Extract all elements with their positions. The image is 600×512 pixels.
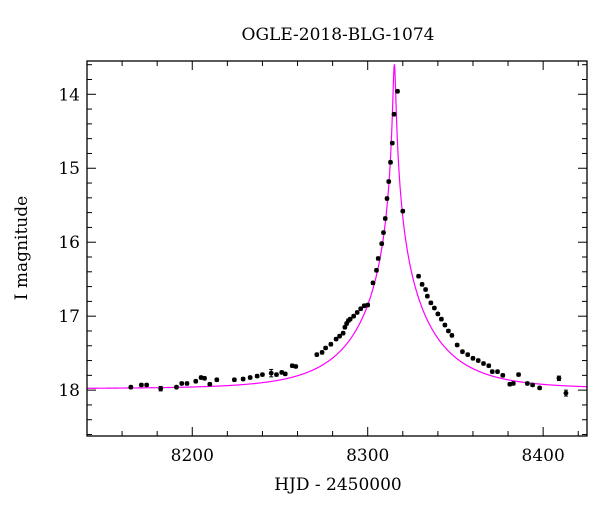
data-point bbox=[388, 159, 393, 165]
model-curve bbox=[87, 64, 588, 389]
data-point bbox=[293, 364, 299, 369]
data-point bbox=[454, 342, 460, 348]
y-axis-label: I magnitude bbox=[12, 196, 32, 300]
data-point bbox=[365, 302, 371, 308]
data-point bbox=[340, 330, 346, 336]
x-tick-label: 8300 bbox=[346, 446, 389, 466]
data-point bbox=[347, 316, 353, 322]
data-point bbox=[524, 381, 530, 386]
data-point bbox=[240, 376, 246, 382]
data-point bbox=[563, 389, 569, 397]
data-point bbox=[556, 375, 562, 382]
data-point bbox=[389, 140, 395, 146]
data-point bbox=[500, 372, 506, 378]
data-point bbox=[254, 373, 260, 379]
data-point bbox=[510, 381, 516, 386]
x-tick-label: 8400 bbox=[522, 446, 565, 466]
data-point bbox=[449, 333, 455, 338]
tick-labels-layer: 8200 8300 8400 14 15 16 17 18 bbox=[58, 85, 564, 466]
data-point bbox=[391, 111, 397, 117]
data-point bbox=[438, 316, 444, 322]
data-point bbox=[128, 384, 134, 390]
data-point bbox=[282, 371, 288, 377]
data-point bbox=[382, 216, 388, 221]
data-point bbox=[400, 208, 406, 214]
data-point bbox=[274, 372, 279, 378]
data-point bbox=[386, 179, 392, 184]
y-tick-label: 15 bbox=[58, 159, 80, 179]
data-point bbox=[470, 355, 476, 361]
axes-layer bbox=[86, 60, 588, 437]
data-point bbox=[174, 384, 179, 390]
plot-frame bbox=[86, 60, 588, 437]
data-point bbox=[342, 324, 348, 330]
data-point bbox=[537, 385, 543, 391]
data-point bbox=[231, 377, 237, 383]
ticks-layer bbox=[86, 61, 587, 436]
data-point bbox=[184, 381, 190, 386]
data-point bbox=[431, 305, 437, 311]
plot-area bbox=[87, 64, 588, 397]
data-point bbox=[138, 382, 144, 388]
data-point bbox=[328, 341, 334, 347]
data-point bbox=[475, 358, 481, 363]
data-point bbox=[374, 267, 379, 273]
y-tick-label: 17 bbox=[58, 307, 80, 327]
data-point bbox=[207, 381, 213, 387]
data-point bbox=[435, 311, 441, 317]
data-point bbox=[333, 336, 339, 342]
data-point bbox=[375, 256, 381, 261]
data-point bbox=[486, 363, 492, 369]
data-point bbox=[428, 300, 434, 306]
data-point bbox=[442, 322, 448, 328]
data-point bbox=[319, 350, 325, 355]
data-point bbox=[416, 273, 421, 279]
data-point bbox=[158, 385, 164, 392]
data-point bbox=[460, 349, 465, 355]
data-point bbox=[379, 241, 385, 247]
y-tick-label: 18 bbox=[58, 381, 80, 401]
model-curve-layer bbox=[87, 64, 588, 389]
data-point bbox=[516, 372, 521, 378]
data-point bbox=[424, 293, 430, 299]
data-point bbox=[358, 306, 364, 312]
data-point bbox=[495, 369, 500, 375]
data-point bbox=[530, 382, 536, 388]
y-tick-label: 16 bbox=[58, 233, 80, 253]
data-point bbox=[260, 372, 265, 378]
data-point bbox=[247, 375, 253, 380]
data-point bbox=[381, 230, 386, 235]
data-point bbox=[314, 352, 320, 358]
data-point bbox=[337, 333, 343, 339]
data-point bbox=[179, 381, 185, 386]
data-point bbox=[489, 369, 495, 375]
data-point bbox=[370, 280, 376, 286]
data-point bbox=[351, 313, 357, 319]
data-point bbox=[214, 377, 220, 383]
chart-title: OGLE-2018-BLG-1074 bbox=[242, 25, 435, 45]
data-point bbox=[323, 345, 328, 351]
data-point bbox=[268, 368, 274, 378]
data-point bbox=[193, 378, 199, 384]
data-point bbox=[144, 382, 150, 388]
data-point bbox=[423, 287, 428, 292]
data-point bbox=[395, 88, 400, 94]
x-tick-label: 8200 bbox=[171, 446, 214, 466]
y-tick-label: 14 bbox=[58, 85, 80, 105]
data-point bbox=[354, 310, 360, 315]
data-point bbox=[384, 196, 390, 201]
data-point bbox=[465, 352, 471, 358]
data-point bbox=[419, 281, 425, 287]
data-points-layer bbox=[128, 88, 569, 397]
data-point bbox=[202, 375, 207, 381]
x-axis-label: HJD - 2450000 bbox=[274, 475, 402, 495]
data-point bbox=[481, 361, 486, 366]
data-point bbox=[446, 328, 451, 334]
